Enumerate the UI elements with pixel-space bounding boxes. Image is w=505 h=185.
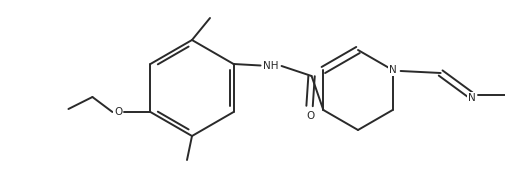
Text: O: O <box>114 107 123 117</box>
Text: N: N <box>389 65 396 75</box>
Text: O: O <box>307 111 315 121</box>
Text: NH: NH <box>263 61 278 71</box>
Text: N: N <box>468 93 476 103</box>
